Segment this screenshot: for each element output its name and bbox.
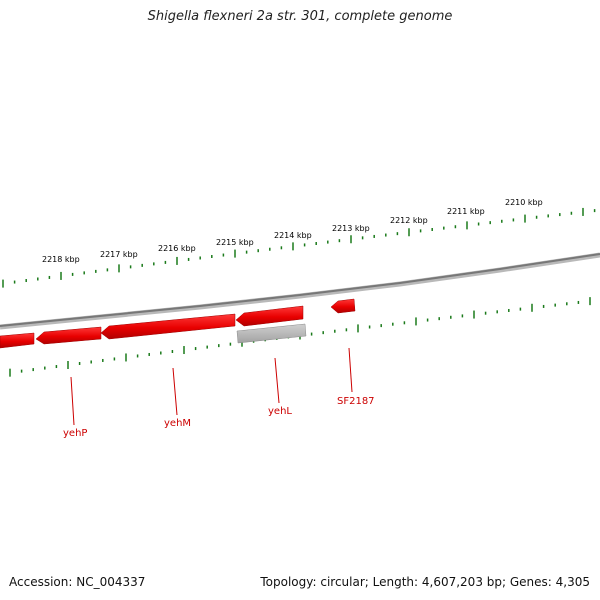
scale-label-2214: 2214 kbp — [274, 231, 312, 240]
genome-summary-text: Topology: circular; Length: 4,607,203 bp… — [260, 575, 590, 589]
gene-label-yehL[interactable]: yehL — [268, 406, 292, 417]
gene-label-yehP[interactable]: yehP — [63, 428, 87, 439]
scale-label-2211: 2211 kbp — [447, 207, 485, 216]
scale-labels: 2218 kbp 2217 kbp 2216 kbp 2215 kbp 2214… — [42, 198, 543, 264]
map-title: Shigella flexneri 2a str. 301, complete … — [147, 9, 453, 24]
gene-features — [0, 298, 356, 349]
gene-label-yehM[interactable]: yehM — [164, 418, 191, 429]
leader-yehM — [172, 367, 178, 416]
scale-label-2218: 2218 kbp — [42, 255, 80, 264]
gene-arrow-yehP[interactable] — [35, 326, 102, 345]
outer-scale-ticks — [2, 207, 596, 288]
leader-yehL — [274, 357, 280, 404]
gene-leader-lines — [70, 347, 353, 426]
leader-SF2187 — [348, 347, 353, 393]
gene-label-SF2187[interactable]: SF2187 — [337, 396, 375, 407]
accession-text: Accession: NC_004337 — [9, 575, 146, 589]
scale-label-2212: 2212 kbp — [390, 216, 428, 225]
gene-arrow-SF2187[interactable] — [330, 298, 356, 314]
gene-arrow-yehL[interactable] — [235, 305, 304, 327]
leader-yehP — [70, 376, 75, 426]
genome-backbone-line — [0, 253, 600, 327]
scale-label-2213: 2213 kbp — [332, 224, 370, 233]
inner-scale-ticks — [9, 297, 591, 377]
scale-label-2217: 2217 kbp — [100, 250, 138, 259]
scale-label-2216: 2216 kbp — [158, 244, 196, 253]
scale-label-2210: 2210 kbp — [505, 198, 543, 207]
gene-arrow-yehM[interactable] — [100, 313, 236, 340]
gene-labels: yehP yehM yehL SF2187 — [63, 396, 375, 439]
scale-label-2215: 2215 kbp — [216, 238, 254, 247]
gene-arrow-left-edge[interactable] — [0, 332, 35, 349]
gene-block-gray[interactable] — [236, 323, 307, 344]
